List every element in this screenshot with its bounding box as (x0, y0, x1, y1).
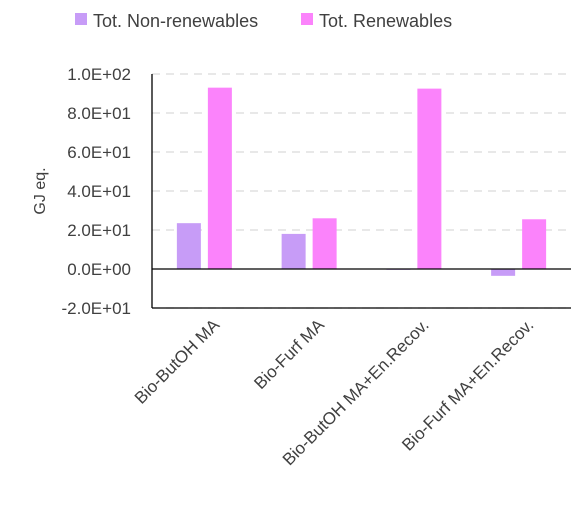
bar (207, 87, 232, 270)
bar (417, 88, 442, 269)
y-tick-label: 8.0E+01 (67, 104, 131, 123)
legend-label: Tot. Renewables (319, 11, 452, 31)
bar (312, 218, 337, 269)
y-tick-label: -2.0E+01 (62, 299, 131, 318)
legend-swatch (301, 13, 313, 25)
legend-swatch (75, 13, 87, 25)
x-tick-label: Bio-ButOH MA (131, 315, 224, 408)
y-axis-title: GJ eq. (32, 167, 49, 214)
axes (151, 74, 571, 309)
bar (491, 269, 516, 276)
y-tick-label: 2.0E+01 (67, 221, 131, 240)
y-tick-label: 4.0E+01 (67, 182, 131, 201)
bars (176, 87, 547, 276)
y-tick-label: 6.0E+01 (67, 143, 131, 162)
y-tick-labels: -2.0E+01 0.0E+00 2.0E+01 4.0E+01 6.0E+01 8.0E… (62, 65, 131, 318)
legend-label: Tot. Non-renewables (93, 11, 258, 31)
bar (176, 223, 201, 269)
y-tick-label: 1.0E+02 (67, 65, 131, 84)
legend: Tot. Non-renewables Tot. Renewables (75, 11, 452, 31)
bar (281, 233, 306, 269)
y-tick-label: 0.0E+00 (67, 260, 131, 279)
x-tick-label: Bio-Furf MA (250, 315, 328, 393)
bar (522, 219, 547, 269)
